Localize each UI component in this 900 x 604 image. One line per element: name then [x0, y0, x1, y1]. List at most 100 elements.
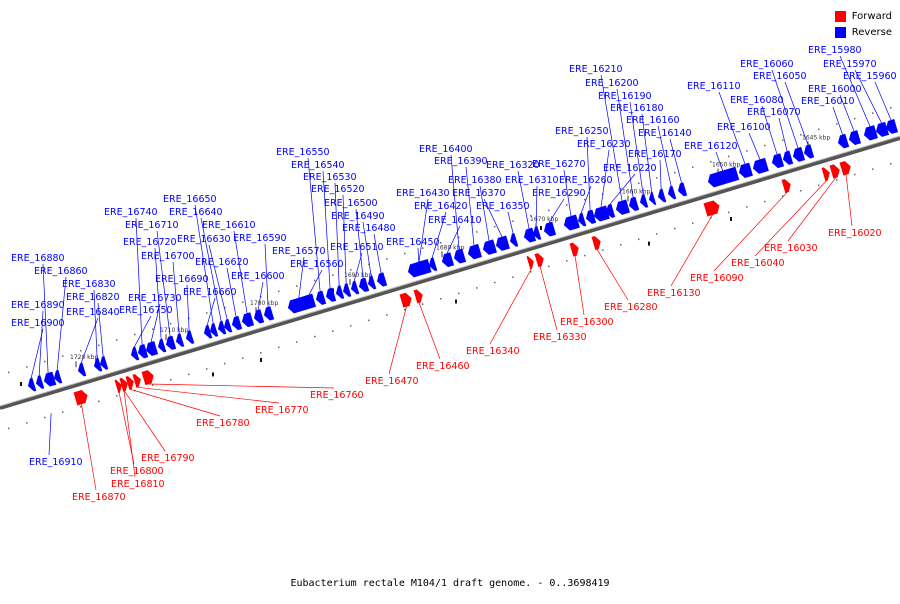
forward-gene-ere_16300[interactable] [569, 242, 579, 257]
reverse-gene-label[interactable]: ERE_16270 [532, 159, 586, 170]
forward-gene-label[interactable]: ERE_16330 [533, 332, 587, 343]
reverse-gene-label[interactable]: ERE_16520 [311, 184, 365, 195]
reverse-gene-ere_16730[interactable] [145, 341, 159, 356]
forward-gene-label[interactable]: ERE_16780 [196, 418, 250, 429]
reverse-gene-ere_16830[interactable] [93, 357, 103, 372]
reverse-gene-ere_16570[interactable] [287, 295, 312, 314]
reverse-gene-ere_16910[interactable] [47, 371, 57, 386]
reverse-gene-ere_16410[interactable] [441, 252, 455, 268]
reverse-gene-label[interactable]: ERE_16410 [428, 215, 482, 226]
reverse-gene-label[interactable]: ERE_15980 [808, 45, 862, 56]
reverse-gene-ere_16070[interactable] [782, 150, 794, 165]
forward-gene-label[interactable]: ERE_16040 [731, 258, 785, 269]
reverse-gene-label[interactable]: ERE_16740 [104, 207, 158, 218]
reverse-gene-ere_16510[interactable] [350, 280, 360, 295]
reverse-gene-label[interactable]: ERE_16600 [231, 271, 285, 282]
reverse-gene-ere_16630[interactable] [223, 318, 233, 333]
reverse-gene-label[interactable]: ERE_16650 [163, 194, 217, 205]
reverse-gene-ere_16620[interactable] [231, 315, 243, 331]
forward-gene-label[interactable]: ERE_16810 [111, 479, 165, 490]
reverse-gene-label[interactable]: ERE_16890 [11, 300, 65, 311]
reverse-gene-ere_16450[interactable] [407, 259, 432, 278]
reverse-gene-label[interactable]: ERE_16860 [34, 266, 88, 277]
reverse-gene-ere_16200[interactable] [628, 196, 640, 212]
forward-gene-ere_16340[interactable] [526, 256, 534, 270]
reverse-gene-ere_16180[interactable] [648, 191, 657, 206]
reverse-gene-ere_16380[interactable] [482, 239, 497, 255]
reverse-gene-label[interactable]: ERE_16310 [505, 175, 559, 186]
reverse-gene-ere_16520[interactable] [342, 283, 352, 297]
reverse-gene-label[interactable]: ERE_16420 [414, 201, 468, 212]
forward-gene-ere_16460[interactable] [413, 289, 423, 304]
forward-gene-ere_16130[interactable] [703, 200, 720, 217]
reverse-gene-label[interactable]: ERE_16450 [386, 237, 440, 248]
reverse-gene-label[interactable]: ERE_15960 [843, 71, 897, 82]
forward-gene-ere_16770[interactable] [132, 374, 141, 388]
reverse-gene-label[interactable]: ERE_16830 [62, 279, 116, 290]
reverse-gene-ere_16500[interactable] [358, 277, 370, 293]
forward-gene-ere_16040[interactable] [821, 167, 830, 182]
reverse-gene-ere_16080[interactable] [771, 153, 785, 169]
reverse-gene-label[interactable]: ERE_16380 [448, 175, 502, 186]
reverse-gene-ere_16480[interactable] [376, 272, 388, 287]
forward-gene-ere_16090[interactable] [781, 179, 791, 194]
forward-gene-label[interactable]: ERE_16760 [310, 390, 364, 401]
forward-gene-label[interactable]: ERE_16130 [647, 288, 701, 299]
forward-gene-label[interactable]: ERE_16280 [604, 302, 658, 313]
reverse-gene-label[interactable]: ERE_16200 [585, 78, 639, 89]
reverse-gene-label[interactable]: ERE_16140 [638, 128, 692, 139]
reverse-gene-ere_16530[interactable] [335, 285, 345, 299]
reverse-gene-ere_16650[interactable] [209, 323, 219, 337]
reverse-gene-ere_16660[interactable] [203, 324, 213, 339]
forward-gene-label[interactable]: ERE_16870 [72, 492, 126, 503]
reverse-gene-label[interactable]: ERE_16110 [687, 81, 741, 92]
reverse-gene-ere_16540[interactable] [325, 287, 337, 302]
reverse-gene-label[interactable]: ERE_16630 [177, 234, 231, 245]
reverse-gene-label[interactable]: ERE_16010 [801, 96, 855, 107]
forward-gene-ere_16030[interactable] [829, 164, 840, 179]
reverse-gene-label[interactable]: ERE_16880 [11, 253, 65, 264]
reverse-gene-label[interactable]: ERE_16550 [276, 147, 330, 158]
reverse-gene-ere_16600[interactable] [253, 309, 265, 324]
reverse-gene-ere_16010[interactable] [837, 133, 850, 149]
reverse-gene-label[interactable]: ERE_16260 [559, 175, 613, 186]
reverse-gene-label[interactable]: ERE_16610 [202, 220, 256, 231]
reverse-gene-ere_16590[interactable] [263, 306, 275, 321]
reverse-gene-ere_16640[interactable] [217, 320, 227, 335]
reverse-gene-label[interactable]: ERE_16530 [303, 172, 357, 183]
forward-gene-label[interactable]: ERE_16770 [255, 405, 309, 416]
reverse-gene-label[interactable]: ERE_16050 [753, 71, 807, 82]
reverse-gene-ere_16170[interactable] [657, 188, 667, 203]
reverse-gene-label[interactable]: ERE_16710 [125, 220, 179, 231]
reverse-gene-ere_16710[interactable] [165, 335, 177, 350]
forward-gene-ere_16870[interactable] [73, 389, 88, 406]
reverse-gene-label[interactable]: ERE_16840 [66, 307, 120, 318]
reverse-gene-label[interactable]: ERE_16640 [169, 207, 223, 218]
forward-gene-label[interactable]: ERE_16470 [365, 376, 419, 387]
reverse-gene-label[interactable]: ERE_16000 [808, 84, 862, 95]
reverse-gene-label[interactable]: ERE_15970 [823, 59, 877, 70]
reverse-gene-label[interactable]: ERE_16230 [577, 139, 631, 150]
reverse-gene-ere_16140[interactable] [677, 182, 688, 197]
reverse-gene-label[interactable]: ERE_16570 [272, 246, 326, 257]
reverse-gene-ere_16700[interactable] [175, 333, 185, 347]
reverse-gene-label[interactable]: ERE_16350 [476, 201, 530, 212]
forward-gene-ere_16760[interactable] [141, 370, 154, 386]
reverse-gene-ere_15980[interactable] [863, 125, 878, 141]
reverse-gene-label[interactable]: ERE_16560 [290, 259, 344, 270]
forward-gene-ere_16470[interactable] [399, 292, 412, 308]
reverse-gene-label[interactable]: ERE_16730 [128, 293, 182, 304]
reverse-gene-ere_15970[interactable] [875, 121, 890, 137]
reverse-gene-label[interactable]: ERE_16320 [486, 160, 540, 171]
forward-gene-ere_16780[interactable] [125, 376, 134, 390]
reverse-gene-ere_16270[interactable] [563, 214, 580, 231]
reverse-gene-ere_16750[interactable] [130, 346, 140, 361]
reverse-gene-ere_16350[interactable] [509, 233, 519, 247]
reverse-gene-ere_16840[interactable] [77, 362, 87, 377]
reverse-gene-ere_16720[interactable] [157, 338, 167, 353]
reverse-gene-label[interactable]: ERE_16390 [434, 156, 488, 167]
reverse-gene-ere_16390[interactable] [467, 243, 482, 260]
reverse-gene-ere_16230[interactable] [593, 205, 610, 222]
reverse-gene-ere_16690[interactable] [185, 330, 195, 344]
forward-gene-label[interactable]: ERE_16090 [690, 273, 744, 284]
